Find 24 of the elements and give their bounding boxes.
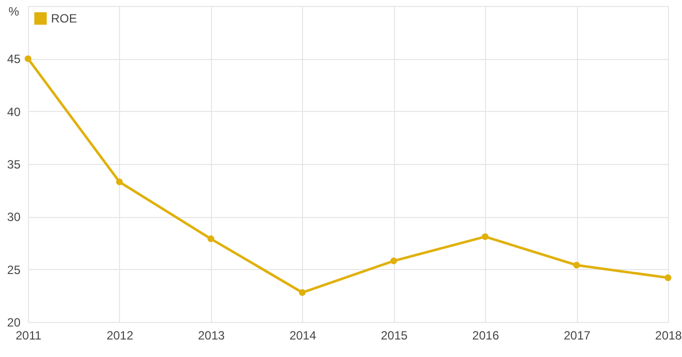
- x-tick-label: 2017: [564, 328, 591, 342]
- point: [208, 235, 214, 242]
- x-tick-label: 2013: [198, 328, 226, 342]
- point: [24, 55, 32, 62]
- legend-label: ROE: [51, 12, 78, 26]
- point: [298, 289, 306, 296]
- x-tick-label: 2012: [106, 328, 134, 342]
- y-axis-title: %: [8, 4, 20, 18]
- y-tick-label: 25: [7, 262, 21, 277]
- x-tick-label: 2011: [16, 328, 42, 342]
- point: [664, 274, 672, 282]
- y-tick-label: 35: [7, 158, 21, 172]
- point: [390, 258, 398, 264]
- point: [573, 262, 580, 268]
- x-tick-label: 2015: [380, 328, 408, 342]
- y-tick-label: 45: [7, 52, 21, 66]
- x-tick-label: 2018: [655, 328, 682, 342]
- x-tick-label: 2016: [472, 328, 500, 342]
- y-tick-label: 30: [7, 210, 21, 224]
- x-tick-label: 2014: [289, 328, 316, 342]
- point: [116, 178, 123, 186]
- y-tick-label: 20: [7, 316, 21, 330]
- y-tick-label: 40: [7, 104, 21, 119]
- point: [482, 233, 488, 240]
